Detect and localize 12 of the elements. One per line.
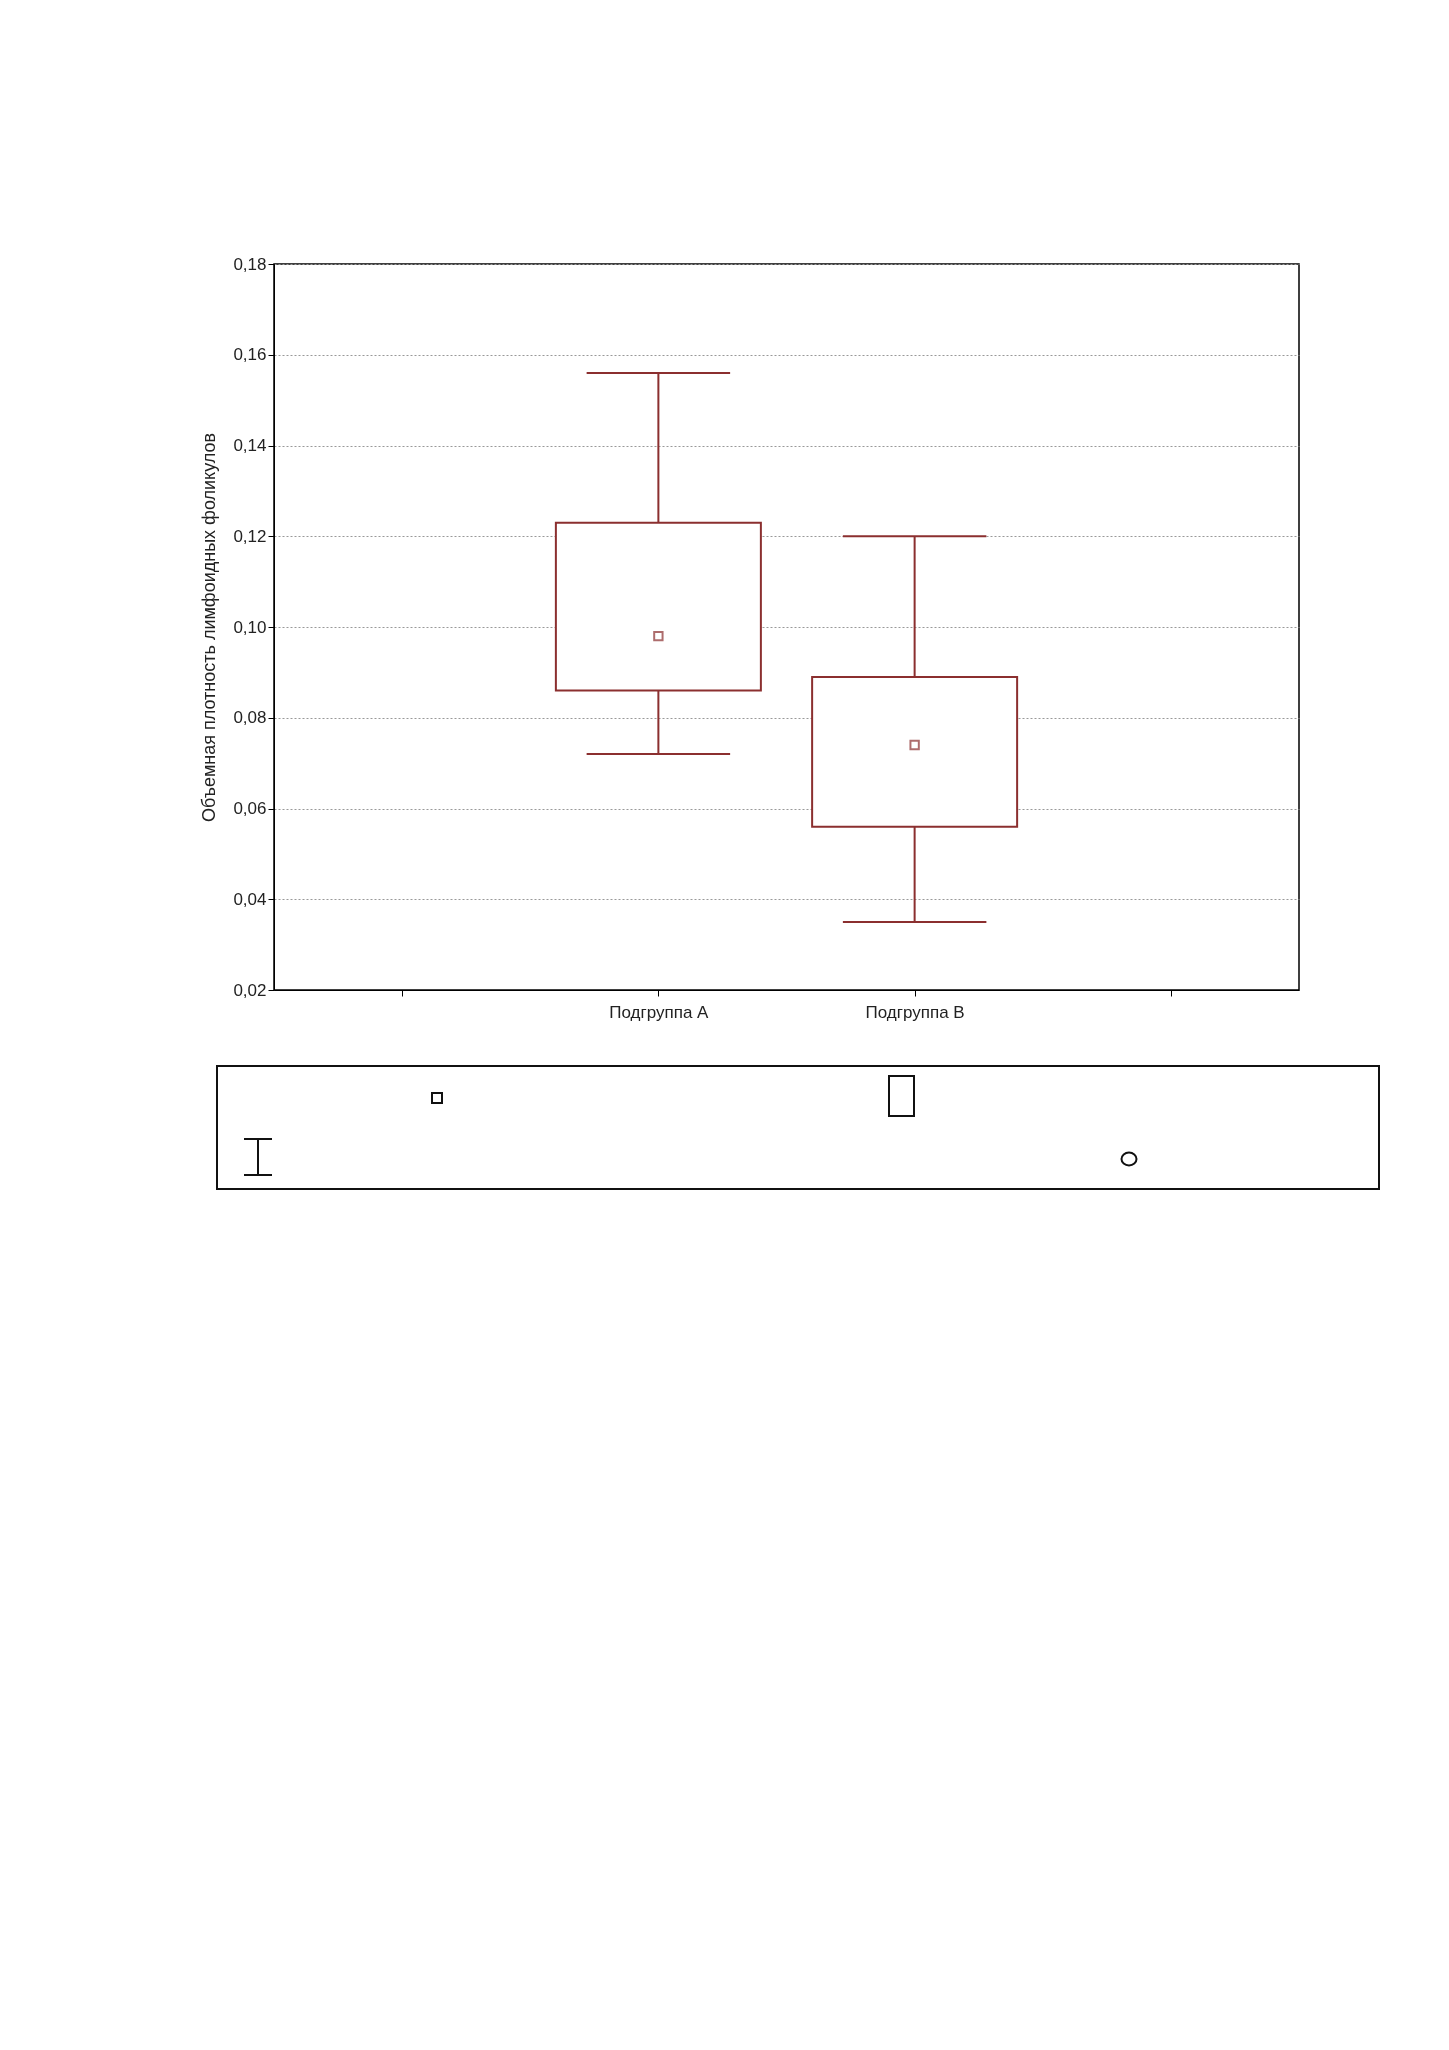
y-tick-label: 0,02 <box>233 980 267 1000</box>
y-tick-label: 0,18 <box>233 254 267 274</box>
y-tick-label: 0,14 <box>233 436 267 455</box>
y-tick-label: 0,16 <box>233 345 267 365</box>
y-tick-label: 0,04 <box>233 889 267 909</box>
x-tick-label: Подгруппа A <box>609 1002 710 1022</box>
x-tick-label: Подгруппа B <box>865 1002 965 1022</box>
y-tick-label: 0,10 <box>233 617 267 637</box>
y-axis-title: Объемная плотность лимфоидных фоликулов <box>199 432 220 823</box>
y-tick-label: 0,06 <box>233 799 267 818</box>
y-tick-label: 0,12 <box>233 526 267 546</box>
y-tick-label: 0,08 <box>233 708 267 728</box>
